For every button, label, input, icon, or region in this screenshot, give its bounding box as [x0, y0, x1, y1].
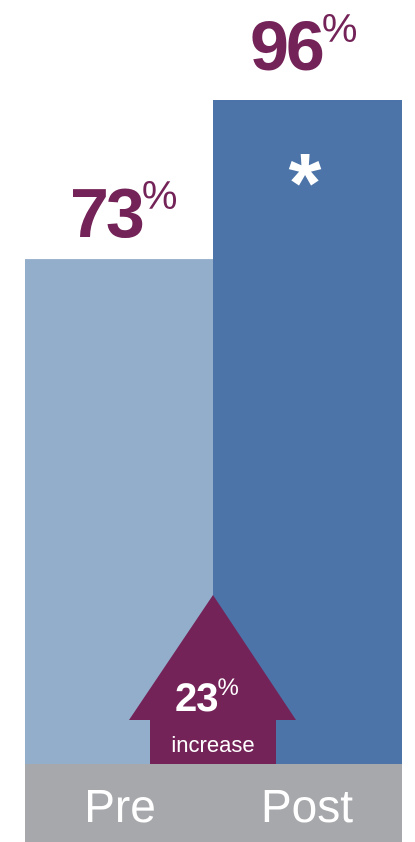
- x-tick-post: Post: [261, 780, 353, 832]
- increase-arrow-icon: [129, 595, 296, 764]
- significance-marker: *: [289, 136, 322, 230]
- x-axis-band: [25, 764, 402, 842]
- x-tick-pre: Pre: [84, 780, 156, 832]
- increase-label: increase: [171, 732, 254, 757]
- increase-value: 23%: [175, 674, 239, 720]
- value-label-pre: 73%: [70, 174, 177, 252]
- value-label-post: 96%: [250, 7, 357, 85]
